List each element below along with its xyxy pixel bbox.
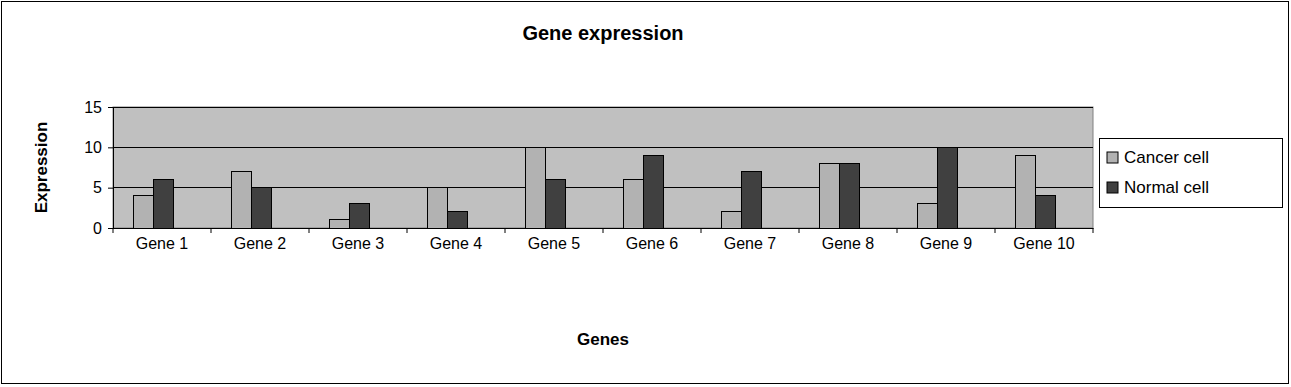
- grid-line: [113, 107, 1093, 108]
- y-axis-title: Expression: [32, 122, 51, 214]
- tick: Gene 1: [136, 228, 189, 252]
- bar: [153, 180, 173, 228]
- category-tick: [309, 228, 310, 233]
- tick: 15: [84, 99, 113, 116]
- category-tick: [113, 228, 114, 233]
- bar: [349, 204, 369, 228]
- tick-mark: [108, 107, 113, 108]
- tick: Gene 10: [1013, 228, 1074, 252]
- category-tick: [211, 228, 212, 233]
- category-tick: [995, 228, 996, 233]
- chart: Gene expression051015Gene 1Gene 2Gene 3G…: [0, 0, 1291, 387]
- category-tick: [799, 228, 800, 233]
- tick-label: Gene 3: [332, 235, 385, 252]
- x-axis-title: Genes: [577, 330, 629, 349]
- bar: [251, 188, 271, 228]
- category-tick: [1093, 228, 1094, 233]
- tick: Gene 3: [332, 228, 385, 252]
- y-axis: 0 5 10 15: [84, 99, 113, 237]
- category-tick: [505, 228, 506, 233]
- bar: [447, 212, 467, 228]
- tick-label: Gene 8: [822, 235, 875, 252]
- bar: [1035, 196, 1055, 228]
- tick-mark: [108, 188, 113, 189]
- bar: [427, 188, 447, 228]
- tick-label: Gene 5: [528, 235, 581, 252]
- bar: [1015, 155, 1035, 228]
- bar: [917, 204, 937, 228]
- bar: [133, 196, 153, 228]
- bar: [545, 180, 565, 228]
- plot: 051015Gene 1Gene 2Gene 3Gene 4Gene 5Gene…: [84, 99, 1093, 253]
- title: Gene expression: [522, 22, 683, 44]
- tick: Gene 4: [430, 228, 483, 252]
- tick: Gene 2: [234, 228, 287, 252]
- tick-label: Gene 9: [920, 235, 973, 252]
- legend-label: Normal cell: [1124, 178, 1209, 197]
- series: [153, 147, 1055, 228]
- axis-line: [108, 108, 114, 229]
- category-tick: [603, 228, 604, 233]
- legend-box: [1100, 139, 1283, 208]
- legend-swatch: [1107, 152, 1118, 163]
- legend-entry: Cancer cell: [1107, 148, 1209, 167]
- grid: [113, 107, 1093, 228]
- tick-label: Gene 1: [136, 235, 189, 252]
- category-tick: [701, 228, 702, 233]
- tick: 5: [93, 179, 113, 196]
- bar: [721, 212, 741, 228]
- bar: [643, 155, 663, 228]
- tick: Gene 8: [822, 228, 875, 252]
- tick-label: Gene 6: [626, 235, 679, 252]
- x-axis: Gene 1 Gene 2 Gene 3 Gene 4 Gene 5 Gene 6 Gene…: [113, 228, 1094, 252]
- tick-label: Gene 10: [1013, 235, 1074, 252]
- tick-label: Gene 2: [234, 235, 287, 252]
- tick-mark: [108, 147, 113, 148]
- bar: [231, 172, 251, 228]
- tick: 10: [84, 139, 113, 156]
- tick: Gene 7: [724, 228, 777, 252]
- bars: [133, 147, 1055, 228]
- bar: [937, 147, 957, 228]
- legend-swatch: [1107, 182, 1118, 193]
- bar: [819, 163, 839, 228]
- tick-mark: [108, 228, 113, 229]
- tick: Gene 5: [528, 228, 581, 252]
- bar: [623, 180, 643, 228]
- plot-background: [113, 107, 1093, 228]
- bar: [839, 163, 859, 228]
- category-tick: [407, 228, 408, 233]
- tick: 0: [93, 220, 113, 237]
- bar: [329, 220, 349, 228]
- tick-label: Gene 4: [430, 235, 483, 252]
- legend-label: Cancer cell: [1124, 148, 1209, 167]
- tick-label: 5: [93, 179, 102, 196]
- tick-label: Gene 7: [724, 235, 777, 252]
- series: [133, 147, 1035, 228]
- tick-label: 0: [93, 220, 102, 237]
- bar: [741, 172, 761, 228]
- category-separators: [113, 228, 1093, 233]
- legend: Cancer cell Normal cell: [1100, 139, 1283, 208]
- category-tick: [897, 228, 898, 233]
- chart-border: [2, 2, 1289, 384]
- tick-label: 10: [84, 139, 102, 156]
- tick-label: 15: [84, 99, 102, 116]
- tick: Gene 6: [626, 228, 679, 252]
- legend-entry: Normal cell: [1107, 178, 1209, 197]
- tick: Gene 9: [920, 228, 973, 252]
- bar: [525, 147, 545, 228]
